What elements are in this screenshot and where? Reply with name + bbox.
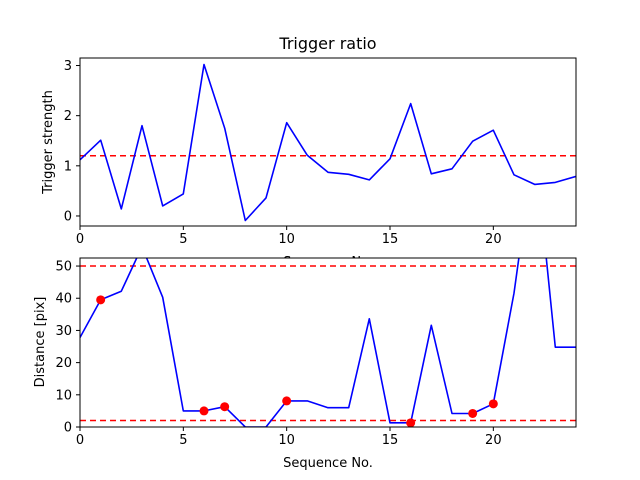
bottom-data-marker <box>220 402 230 412</box>
top-chart-title: Trigger ratio <box>278 34 376 53</box>
bottom-y-tick-label: 10 <box>55 388 72 403</box>
bottom-panel: 0 5 10 15 20 0 10 20 30 40 50 Sequence No. Distanc… <box>33 257 577 471</box>
top-y-tick-label: 0 <box>64 209 72 224</box>
top-x-tick-label: 20 <box>485 232 502 247</box>
top-series-line <box>80 63 576 222</box>
bottom-x-tick-label: 5 <box>179 433 187 448</box>
bottom-x-tick-label: 15 <box>382 433 399 448</box>
bottom-data-marker <box>488 399 498 409</box>
top-y-tick-label: 1 <box>64 159 72 174</box>
bottom-y-axis-label: Distance [pix] <box>33 297 48 388</box>
bottom-x-tick-label: 20 <box>485 433 502 448</box>
top-plot-area <box>80 58 576 226</box>
bottom-y-tick-label: 40 <box>55 292 72 307</box>
bottom-y-tick-label: 20 <box>55 356 72 371</box>
bottom-ticks: 0 5 10 15 20 0 10 20 30 40 50 <box>55 260 501 448</box>
bottom-plot-marks <box>80 258 576 427</box>
top-y-tick-label: 2 <box>64 109 72 124</box>
bottom-data-marker <box>406 418 416 427</box>
top-x-tick-label: 5 <box>179 232 187 247</box>
top-plot-frame <box>79 57 577 227</box>
bottom-plot-area <box>80 258 576 427</box>
bottom-y-tick-label: 0 <box>64 421 72 436</box>
bottom-y-tick-label: 30 <box>55 324 72 339</box>
bottom-data-marker <box>468 408 478 418</box>
top-x-tick-label: 10 <box>278 232 295 247</box>
bottom-data-marker <box>282 396 292 406</box>
top-ticks: 0 5 10 15 20 0 1 2 3 <box>64 59 502 247</box>
bottom-x-axis-label: Sequence No. <box>283 456 373 471</box>
top-x-tick-label: 15 <box>382 232 399 247</box>
top-y-axis-label: Trigger strength <box>41 90 56 195</box>
bottom-plot-frame <box>79 257 577 428</box>
bottom-data-marker <box>199 406 209 416</box>
bottom-y-tick-label: 50 <box>55 260 72 275</box>
bottom-x-tick-label: 10 <box>278 433 295 448</box>
top-y-tick-label: 3 <box>64 59 72 74</box>
bottom-x-tick-label: 0 <box>76 433 84 448</box>
top-plot-marks <box>80 63 576 222</box>
bottom-data-marker <box>96 295 106 305</box>
top-x-tick-label: 0 <box>76 232 84 247</box>
